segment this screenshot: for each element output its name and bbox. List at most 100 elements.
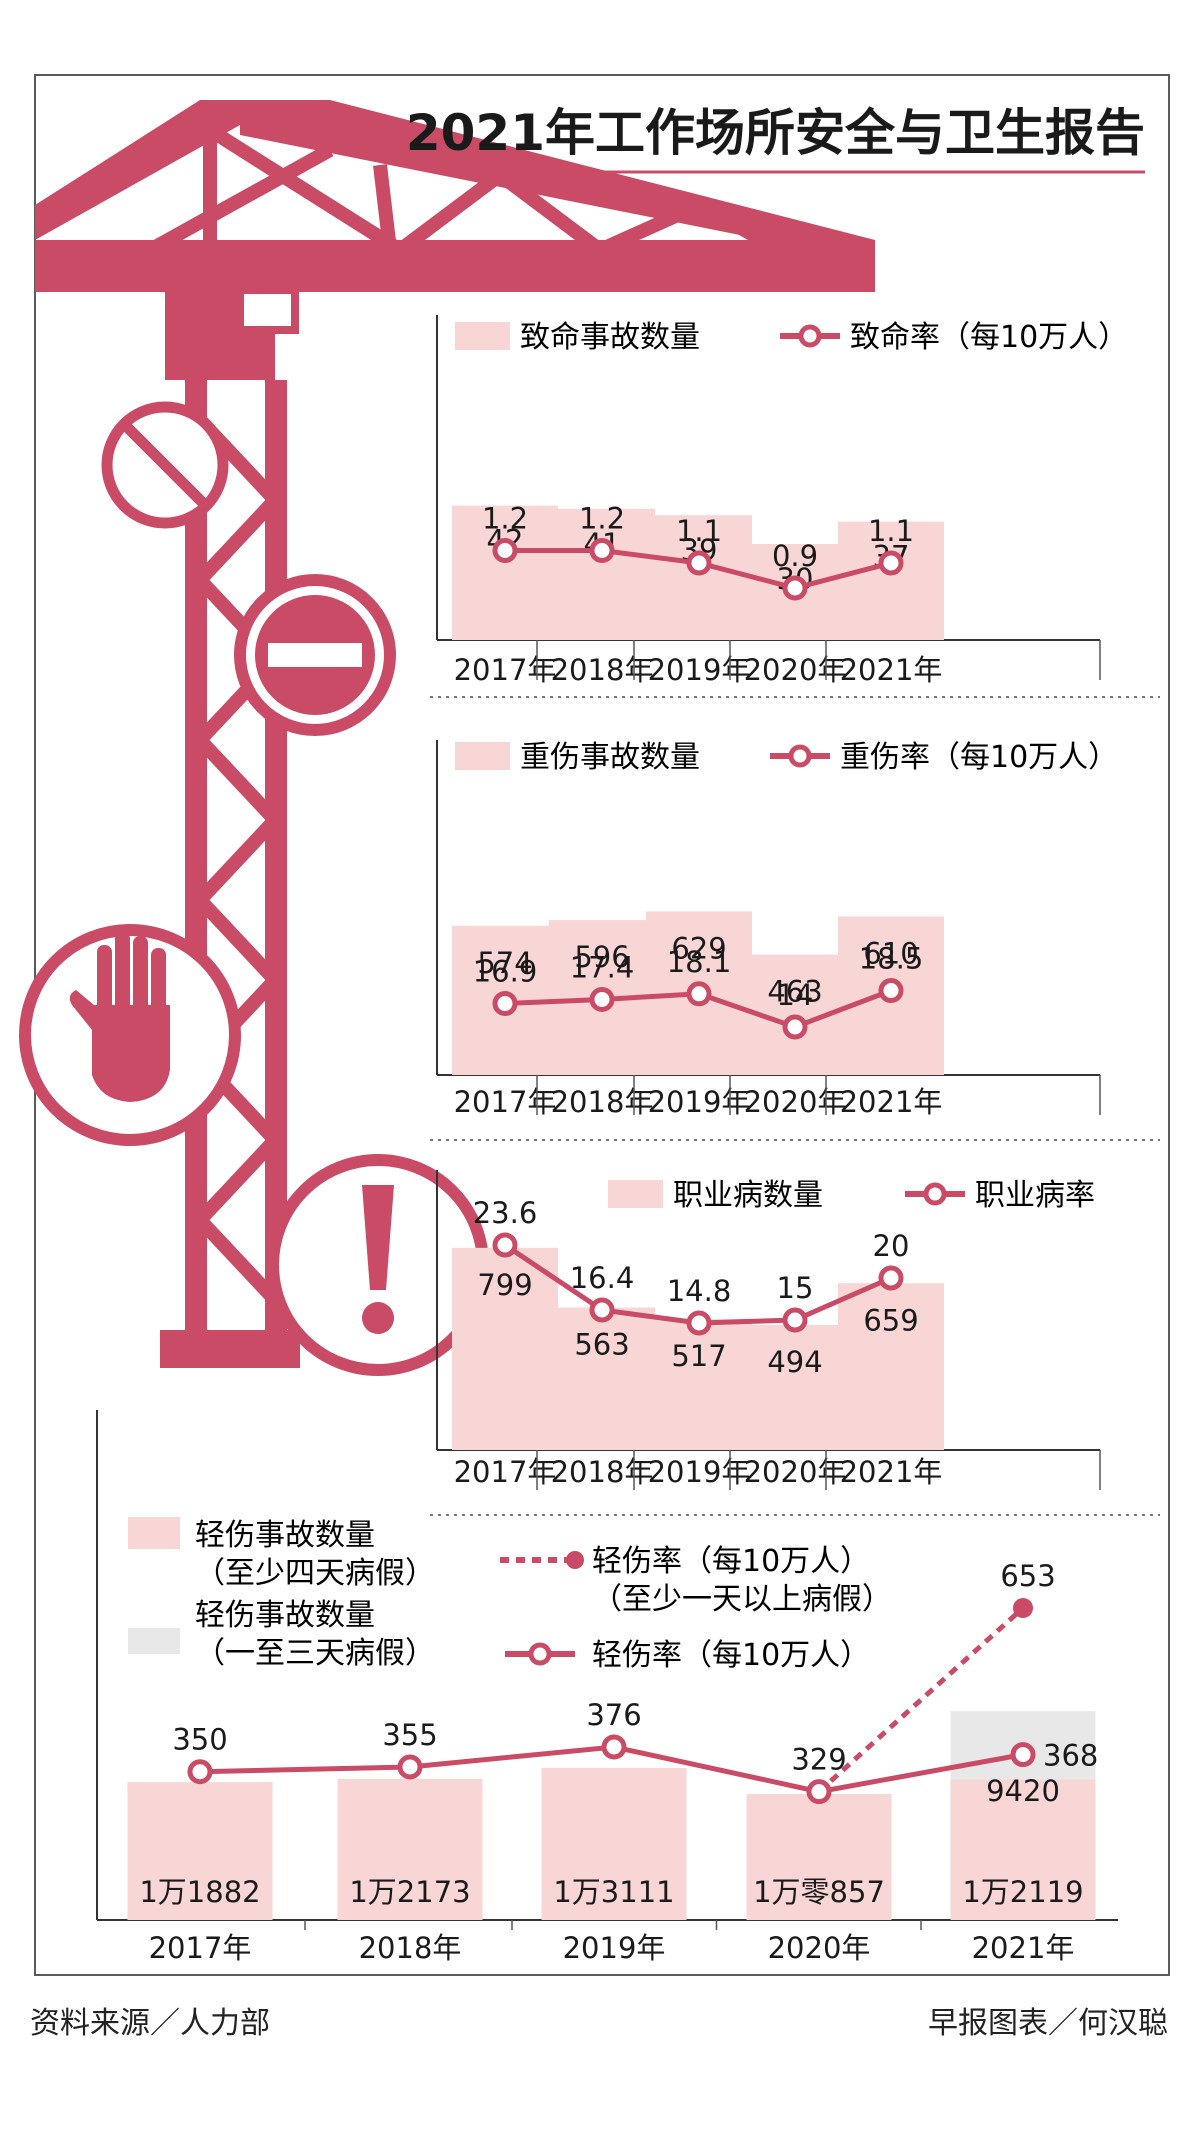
exclamation-icon [267, 1154, 489, 1376]
legend-line-label: 职业病率 [975, 1178, 1095, 1213]
page-title: 2021年工作场所安全与卫生报告 [406, 104, 1145, 162]
rate-label-2: 376 [586, 1698, 641, 1732]
x-tick-4: 2021年 [840, 653, 943, 687]
bar-label-3: 494 [767, 1345, 822, 1379]
x-tick-4: 2021年 [840, 1455, 943, 1489]
rate-label-0: 23.6 [473, 1196, 538, 1230]
bar-1 [337, 1778, 483, 1920]
x-tick-2: 2019年 [648, 1455, 751, 1489]
legend-solid-label: 轻伤率（每10万人） [592, 1638, 870, 1673]
legend-bar-swatch [455, 742, 510, 770]
legend-dashed-label-2: （至少一天以上病假） [592, 1582, 892, 1617]
rate-label-2: 18.1 [667, 945, 732, 979]
bar-label-2: 517 [671, 1339, 726, 1373]
rate-label-0: 16.9 [473, 955, 538, 989]
bar-4 [950, 1779, 1096, 1920]
x-tick-0: 2017年 [454, 1085, 557, 1119]
legend-bar-label: 重伤事故数量 [520, 740, 700, 775]
legend-dashed-swatch [500, 1551, 584, 1569]
bar-0 [127, 1782, 273, 1920]
rate-point-0 [492, 991, 518, 1017]
rate-point-3 [782, 575, 808, 601]
rate-label-4: 1.1 [868, 514, 914, 548]
x-tick-0: 2017年 [454, 653, 557, 687]
rate-label-1: 17.4 [570, 950, 635, 984]
bar-0 [452, 1247, 558, 1450]
rate-label-1: 355 [382, 1718, 437, 1752]
x-tick-3: 2020年 [768, 1931, 871, 1965]
bar-0 [452, 505, 558, 640]
rate-point-3 [782, 1307, 808, 1333]
rate-label-3: 0.9 [772, 539, 818, 573]
bar-label-2: 629 [671, 931, 726, 965]
rate-dashed-label-4: 653 [1000, 1559, 1055, 1593]
x-tick-3: 2020年 [744, 653, 847, 687]
bar-4 [838, 521, 944, 640]
credit-note: 早报图表／何汉聪 [928, 2006, 1168, 2041]
rate-point-1 [397, 1754, 423, 1780]
rate-point-0 [187, 1759, 213, 1785]
rate-dashed-line [817, 1606, 1025, 1794]
legend-line-swatch [780, 324, 840, 348]
chart-minor-injury: 轻伤事故数量 （至少四天病假） 轻伤事故数量 （一至三天病假） 轻伤率（每10万… [96, 1410, 1118, 1965]
bar-3 [742, 1325, 848, 1450]
no-entry-circle-icon [101, 401, 229, 529]
bar-2 [646, 1319, 752, 1450]
x-tick-2: 2019年 [648, 1085, 751, 1119]
x-tick-1: 2018年 [359, 1931, 462, 1965]
rate-point-1 [589, 986, 615, 1012]
legend-bar-gray-label-2: （一至三天病假） [195, 1636, 435, 1671]
rate-label-3: 15 [777, 1271, 814, 1305]
legend-line-label: 致命率（每10万人） [850, 320, 1128, 355]
rate-label-4: 18.5 [859, 942, 924, 976]
bar-label-0: 1万1882 [139, 1875, 260, 1909]
x-tick-3: 2020年 [744, 1455, 847, 1489]
bar-3 [746, 1794, 892, 1920]
x-tick-1: 2018年 [551, 1085, 654, 1119]
bar-label-4: 610 [863, 936, 918, 970]
stop-sign-icon [234, 574, 396, 736]
bar-label-1: 563 [574, 1328, 629, 1362]
rate-label-2: 1.1 [676, 514, 722, 548]
rate-label-0: 1.2 [482, 502, 528, 536]
legend-dashed-label-1: 轻伤率（每10万人） [592, 1544, 870, 1579]
x-tick-1: 2018年 [551, 1455, 654, 1489]
bar-2 [646, 515, 752, 640]
x-tick-0: 2017年 [454, 1455, 557, 1489]
rate-point-4 [878, 978, 904, 1004]
legend-bar-main-swatch [128, 1517, 180, 1549]
legend-bar-swatch [608, 1180, 663, 1208]
legend-bar-main-label-2: （至少四天病假） [195, 1556, 435, 1591]
legend-bar-gray-label-1: 轻伤事故数量 [195, 1598, 375, 1633]
bar-label-3: 1万零857 [753, 1875, 885, 1909]
rate-point-2 [686, 550, 712, 576]
legend-bar-label: 职业病数量 [673, 1178, 823, 1213]
legend-line-label: 重伤率（每10万人） [840, 740, 1118, 775]
hand-stop-icon [19, 924, 241, 1146]
bar-label-3: 463 [767, 975, 822, 1009]
x-tick-3: 2020年 [744, 1085, 847, 1119]
legend-bar-main-label-1: 轻伤事故数量 [195, 1518, 375, 1553]
x-tick-4: 2021年 [972, 1931, 1075, 1965]
x-tick-0: 2017年 [149, 1931, 252, 1965]
rate-point-1 [589, 1297, 615, 1323]
rate-label-4: 20 [873, 1229, 910, 1263]
legend-bar-label: 致命事故数量 [520, 320, 700, 355]
x-tick-2: 2019年 [648, 653, 751, 687]
x-tick-4: 2021年 [840, 1085, 943, 1119]
x-tick-1: 2018年 [551, 653, 654, 687]
legend-solid-swatch [505, 1642, 575, 1666]
rate-point-0 [492, 538, 518, 563]
rate-point-4 [1010, 1742, 1036, 1768]
bar-1 [549, 508, 655, 640]
rate-point-1 [589, 538, 615, 563]
bar-label-0: 574 [477, 946, 532, 980]
rate-label-0: 350 [172, 1723, 227, 1757]
rate-label-1: 1.2 [579, 502, 625, 536]
x-tick-2: 2019年 [563, 1931, 666, 1965]
bar-1 [549, 1307, 655, 1450]
bar-gray-label-4: 9420 [986, 1774, 1060, 1808]
source-note: 资料来源／人力部 [30, 2006, 270, 2041]
rate-label-3: 14 [777, 978, 814, 1012]
